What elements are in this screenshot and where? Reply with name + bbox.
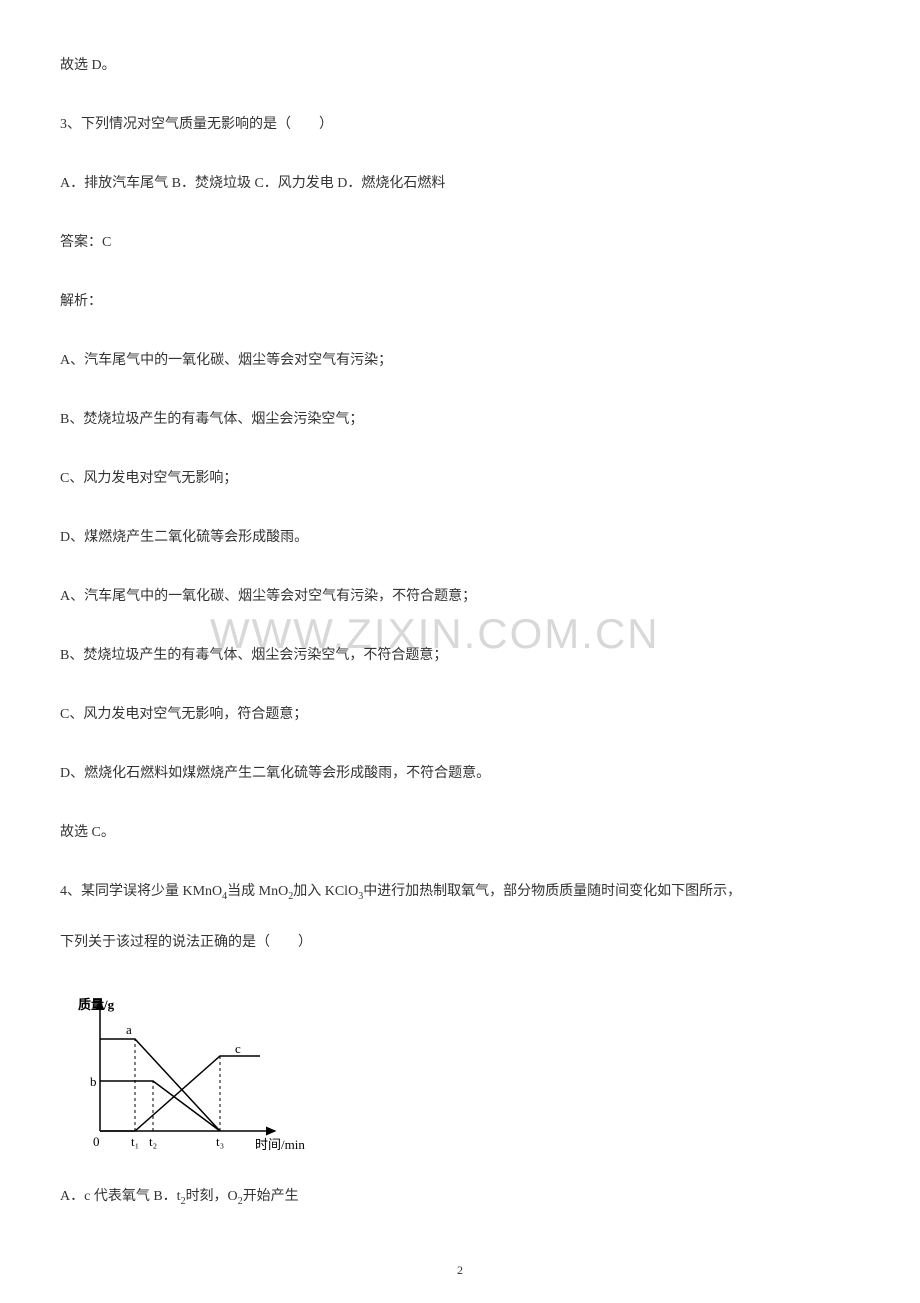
analysis-label: 解析： xyxy=(60,291,860,312)
answer-label: 答案：C xyxy=(60,232,860,253)
svg-text:t₂: t₂ xyxy=(149,1134,157,1149)
svg-text:t₃: t₃ xyxy=(216,1134,224,1149)
analysis-d: D、煤燃烧产生二氧化硫等会形成酸雨。 xyxy=(60,527,860,548)
q4-text: 4、某同学误将少量 KMnO xyxy=(60,884,222,899)
analysis-a2: A、汽车尾气中的一氧化碳、烟尘等会对空气有污染，不符合题意； xyxy=(60,586,860,607)
analysis-d2: D、燃烧化石燃料如煤燃烧产生二氧化硫等会形成酸雨，不符合题意。 xyxy=(60,763,860,784)
opt-text: A．c 代表氧气 B．t xyxy=(60,1189,181,1204)
q4-text: 当成 MnO xyxy=(227,884,288,899)
text-line: 故选 D。 xyxy=(60,55,860,76)
analysis-c2: C、风力发电对空气无影响，符合题意； xyxy=(60,704,860,725)
document-content: 故选 D。 3、下列情况对空气质量无影响的是（ ） A．排放汽车尾气 B．焚烧垃… xyxy=(60,55,860,1209)
opt-text: 时刻，O xyxy=(186,1189,238,1204)
mass-time-chart: 质量/g 时间/min 0 t₁ t₂ t₃ a b c xyxy=(60,991,860,1161)
question-3-options: A．排放汽车尾气 B．焚烧垃圾 C．风力发电 D．燃烧化石燃料 xyxy=(60,173,860,194)
conclusion: 故选 C。 xyxy=(60,822,860,843)
q4-text: 中进行加热制取氧气，部分物质质量随时间变化如下图所示， xyxy=(363,884,741,899)
analysis-b2: B、焚烧垃圾产生的有毒气体、烟尘会污染空气，不符合题意； xyxy=(60,645,860,666)
svg-text:时间/min: 时间/min xyxy=(255,1137,305,1152)
svg-text:a: a xyxy=(126,1022,132,1037)
svg-text:c: c xyxy=(235,1041,241,1056)
svg-text:0: 0 xyxy=(93,1134,100,1149)
opt-text: 开始产生 xyxy=(243,1189,299,1204)
question-4-line2: 下列关于该过程的说法正确的是（ ） xyxy=(60,932,860,953)
analysis-a: A、汽车尾气中的一氧化碳、烟尘等会对空气有污染； xyxy=(60,350,860,371)
chart-svg: 质量/g 时间/min 0 t₁ t₂ t₃ a b c xyxy=(60,991,310,1161)
svg-text:b: b xyxy=(90,1074,97,1089)
page-number: 2 xyxy=(457,1263,463,1278)
question-4-option-a: A．c 代表氧气 B．t2时刻，O2开始产生 xyxy=(60,1186,860,1209)
analysis-c: C、风力发电对空气无影响； xyxy=(60,468,860,489)
svg-text:t₁: t₁ xyxy=(131,1134,139,1149)
q4-text: 加入 KClO xyxy=(293,884,358,899)
analysis-b: B、焚烧垃圾产生的有毒气体、烟尘会污染空气； xyxy=(60,409,860,430)
question-4-line1: 4、某同学误将少量 KMnO4当成 MnO2加入 KClO3中进行加热制取氧气，… xyxy=(60,881,860,904)
question-3: 3、下列情况对空气质量无影响的是（ ） xyxy=(60,114,860,135)
svg-text:质量/g: 质量/g xyxy=(78,997,115,1012)
